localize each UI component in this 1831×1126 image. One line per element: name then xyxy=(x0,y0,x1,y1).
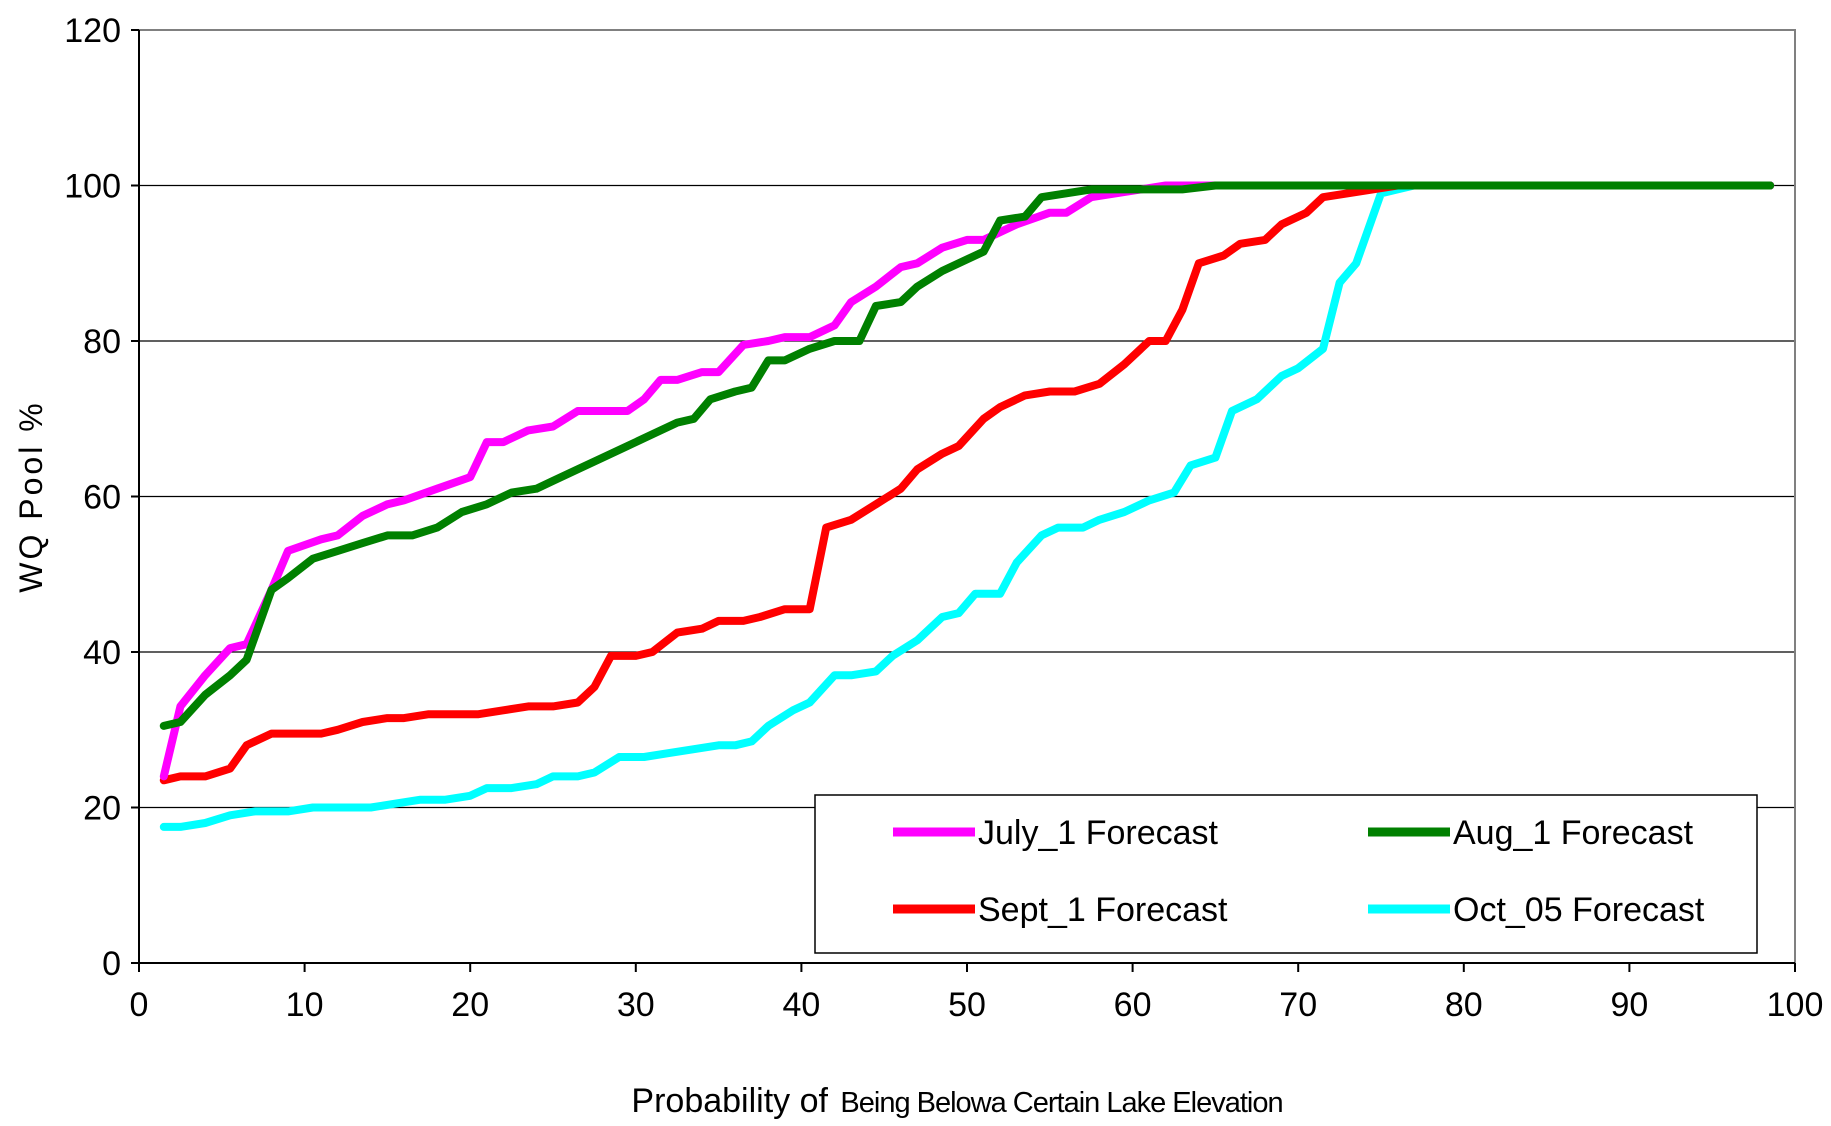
series-lines xyxy=(159,181,1775,831)
x-tick-label: 10 xyxy=(286,986,324,1024)
x-tick-label: 0 xyxy=(130,986,149,1024)
series-line-oct-05-forecast xyxy=(159,181,1775,831)
x-tick-label: 30 xyxy=(617,986,655,1024)
y-tick-label: 20 xyxy=(83,790,121,828)
x-axis-title-suffix: Being Belowa Certain Lake Elevation xyxy=(840,1087,1282,1119)
x-tick-label: 40 xyxy=(782,986,820,1024)
x-axis-title-prefix: Probability of xyxy=(631,1082,828,1120)
legend-label-july: July_1 Forecast xyxy=(978,814,1219,852)
legend-label-oct: Oct_05 Forecast xyxy=(1453,891,1705,929)
axes xyxy=(131,29,1796,972)
legend-label-sept: Sept_1 Forecast xyxy=(978,891,1228,929)
x-tick-labels: 0 10 20 30 40 50 60 70 80 90 100 xyxy=(130,986,1824,1024)
x-axis-title: Probability of Being Belowa Certain Lake… xyxy=(631,1082,1282,1120)
y-tick-label: 100 xyxy=(64,168,121,206)
legend-label-aug: Aug_1 Forecast xyxy=(1453,814,1694,852)
y-tick-label: 0 xyxy=(102,945,121,983)
x-tick-label: 20 xyxy=(451,986,489,1024)
series-line-july-1-forecast xyxy=(159,181,1775,781)
y-tick-label: 120 xyxy=(64,12,121,50)
y-tick-label: 80 xyxy=(83,323,121,361)
series-line-aug-1-forecast xyxy=(159,181,1775,730)
x-tick-label: 70 xyxy=(1279,986,1317,1024)
y-tick-label: 60 xyxy=(83,479,121,517)
series-line-sept-1-forecast xyxy=(159,181,1775,785)
x-tick-label: 100 xyxy=(1767,986,1824,1024)
y-tick-label: 40 xyxy=(83,634,121,672)
legend: July_1 Forecast Aug_1 Forecast Sept_1 Fo… xyxy=(814,794,1758,954)
x-tick-label: 80 xyxy=(1445,986,1483,1024)
legend-box xyxy=(814,794,1758,954)
y-axis-title: WQ Pool % xyxy=(13,400,49,592)
x-tick-label: 50 xyxy=(948,986,986,1024)
x-tick-label: 90 xyxy=(1610,986,1648,1024)
y-tick-labels: 0 20 40 60 80 100 120 xyxy=(64,12,121,983)
x-tick-label: 60 xyxy=(1114,986,1152,1024)
